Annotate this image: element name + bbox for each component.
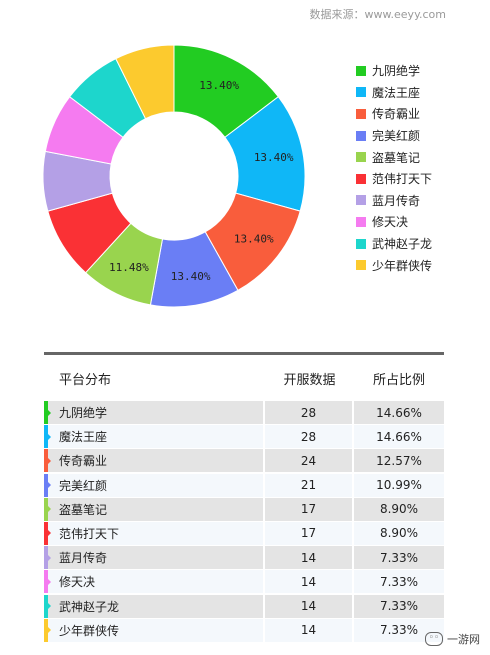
legend-swatch	[356, 108, 366, 119]
row-color-marker	[44, 546, 51, 570]
legend-label: 魔法王座	[372, 85, 421, 100]
legend-item-2: 魔法王座	[356, 82, 432, 104]
legend-swatch	[356, 260, 366, 271]
legend-item-3: 传奇霸业	[356, 103, 432, 125]
slice-label-4: 13.40%	[171, 270, 211, 283]
legend-item-4: 完美红颜	[356, 125, 432, 147]
legend-item-5: 盗墓笔记	[356, 146, 432, 168]
slice-label-2: 13.40%	[254, 151, 294, 164]
row-color-marker	[44, 594, 51, 618]
legend-label: 武神赵子龙	[372, 237, 433, 252]
legend-item-7: 蓝月传奇	[356, 190, 432, 212]
watermark-text: 一游网	[447, 633, 480, 646]
slice-label-1: 13.40%	[199, 79, 239, 92]
row-platform: 九阴绝学	[44, 401, 265, 424]
table-row: 蓝月传奇 14 7.33%	[44, 546, 444, 570]
legend-swatch	[356, 173, 366, 184]
row-count: 21	[265, 473, 354, 497]
slice-label-5: 11.48%	[109, 261, 149, 274]
row-count: 14	[265, 618, 354, 642]
row-count: 17	[265, 497, 354, 521]
slice-label-3: 13.40%	[234, 233, 274, 246]
row-count: 14	[265, 546, 354, 570]
legend-swatch	[356, 195, 366, 206]
table-row: 少年群侠传 14 7.33%	[44, 618, 444, 642]
legend-item-10: 少年群侠传	[356, 254, 432, 276]
row-percent: 7.33%	[379, 623, 419, 638]
legend-label: 少年群侠传	[372, 258, 433, 273]
table-row: 范伟打天下 17 8.90%	[44, 521, 444, 545]
header-percent: 所占比例	[372, 372, 425, 388]
legend-label: 修天决	[372, 215, 409, 230]
row-percent: 7.33%	[379, 550, 419, 565]
legend-item-8: 修天决	[356, 211, 432, 233]
row-percent: 8.90%	[379, 502, 419, 517]
row-color-marker	[44, 618, 51, 642]
row-color-marker	[44, 497, 51, 521]
table-row: 传奇霸业 24 12.57%	[44, 449, 444, 473]
row-count: 14	[265, 594, 354, 618]
row-color-marker	[44, 570, 51, 594]
table-header: 平台分布 开服数据 所占比例	[44, 355, 444, 401]
row-percent: 14.66%	[376, 405, 422, 420]
legend-swatch	[356, 238, 366, 249]
legend-swatch	[356, 216, 366, 227]
row-percent: 7.33%	[379, 599, 419, 613]
row-count: 28	[265, 401, 354, 424]
row-percent: 14.66%	[376, 429, 422, 444]
chart-legend: 九阴绝学魔法王座传奇霸业完美红颜盗墓笔记范伟打天下蓝月传奇修天决武神赵子龙少年群…	[356, 60, 432, 276]
table-row: 魔法王座 28 14.66%	[44, 425, 444, 449]
legend-swatch	[356, 65, 366, 76]
row-count: 14	[265, 570, 354, 594]
legend-swatch	[356, 152, 366, 163]
row-color-marker	[44, 449, 51, 473]
row-percent: 8.90%	[379, 526, 419, 541]
watermark: ◦◦ 一游网	[425, 631, 480, 647]
header-platform: 平台分布	[59, 372, 112, 388]
table-row: 盗墓笔记 17 8.90%	[44, 497, 444, 521]
row-color-marker	[44, 521, 51, 545]
slice-10	[115, 44, 175, 120]
row-platform: 魔法王座	[44, 425, 265, 449]
row-platform: 传奇霸业	[44, 449, 265, 473]
row-platform: 武神赵子龙	[44, 594, 265, 618]
legend-swatch	[356, 87, 366, 98]
row-platform: 蓝月传奇	[44, 546, 265, 570]
legend-swatch	[356, 130, 366, 141]
row-count: 28	[265, 425, 354, 449]
legend-label: 传奇霸业	[372, 107, 421, 122]
row-platform: 盗墓笔记	[44, 497, 265, 521]
row-color-marker	[44, 425, 51, 449]
legend-label: 完美红颜	[372, 129, 421, 144]
legend-label: 九阴绝学	[372, 64, 421, 79]
row-platform: 修天决	[44, 570, 265, 594]
legend-label: 盗墓笔记	[372, 150, 421, 165]
legend-item-1: 九阴绝学	[356, 60, 432, 82]
row-percent: 7.33%	[379, 574, 419, 589]
table-row: 武神赵子龙 14 7.33%	[44, 594, 444, 618]
platform-table: 平台分布 开服数据 所占比例 九阴绝学 28 14.66% 魔法王座 28 14.66% 传…	[44, 352, 444, 643]
row-platform: 范伟打天下	[44, 521, 265, 545]
row-color-marker	[44, 401, 51, 424]
table-row: 九阴绝学 28 14.66%	[44, 401, 444, 424]
row-platform: 完美红颜	[44, 473, 265, 497]
row-count: 17	[265, 521, 354, 545]
row-percent: 10.99%	[376, 478, 422, 493]
legend-label: 蓝月传奇	[372, 193, 421, 208]
table-row: 修天决 14 7.33%	[44, 570, 444, 594]
row-color-marker	[44, 473, 51, 497]
row-count: 24	[265, 449, 354, 473]
legend-label: 范伟打天下	[372, 172, 433, 187]
donut-chart: 13.40% 13.40% 13.40% 13.40% 11.48%	[42, 44, 306, 308]
row-platform: 少年群侠传	[44, 618, 265, 642]
table-body: 九阴绝学 28 14.66% 魔法王座 28 14.66% 传奇霸业 24 12.57% 完美红颜…	[44, 401, 444, 642]
row-percent: 12.57%	[376, 453, 422, 468]
legend-item-9: 武神赵子龙	[356, 233, 432, 255]
table-row: 完美红颜 21 10.99%	[44, 473, 444, 497]
wechat-icon: ◦◦	[425, 632, 443, 646]
data-source-note: 数据来源：www.eeyy.com	[309, 8, 446, 21]
header-count: 开服数据	[283, 372, 336, 388]
legend-item-6: 范伟打天下	[356, 168, 432, 190]
